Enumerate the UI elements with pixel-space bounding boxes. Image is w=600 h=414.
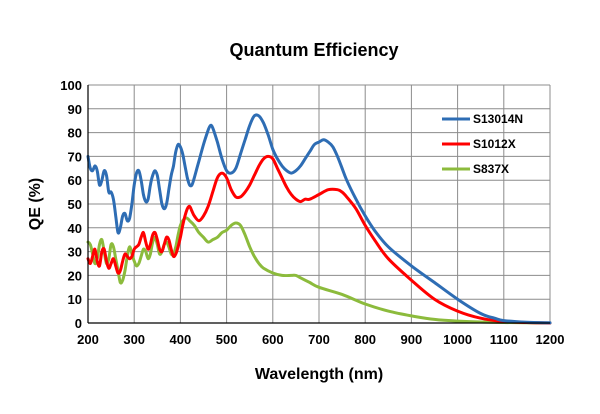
x-tick-label: 200 (77, 332, 99, 347)
x-tick-label: 1200 (536, 332, 565, 347)
series-line-s1012x (86, 154, 552, 325)
y-tick-labels: 0 10 20 30 40 50 60 70 80 90 100 (60, 78, 82, 331)
x-tick-label: 900 (401, 332, 423, 347)
y-tick-label: 10 (68, 292, 82, 307)
y-tick-label: 20 (68, 268, 82, 283)
x-tick-label: 400 (170, 332, 192, 347)
y-tick-label: 90 (68, 102, 82, 117)
x-tick-labels: 200 300 400 500 600 700 800 900 1000 1100 1200 (77, 332, 564, 347)
legend-item: S13014N (442, 112, 523, 126)
y-axis-label: QE (%) (27, 178, 44, 230)
x-tick-label: 1000 (443, 332, 472, 347)
legend-item: S1012X (442, 137, 516, 151)
legend-label: S13014N (473, 112, 523, 126)
x-tick-label: 1100 (490, 332, 518, 347)
y-tick-label: 0 (75, 316, 82, 331)
series-layer (86, 113, 552, 325)
chart-title: Quantum Efficiency (229, 40, 398, 60)
x-tick-label: 300 (123, 332, 145, 347)
y-tick-label: 80 (68, 126, 82, 141)
x-tick-label: 500 (216, 332, 238, 347)
y-tick-label: 100 (60, 78, 82, 93)
x-tick-label: 800 (354, 332, 376, 347)
x-tick-label: 700 (308, 332, 330, 347)
y-tick-label: 70 (68, 149, 82, 164)
legend: S13014N S1012X S837X (442, 112, 523, 176)
legend-label: S1012X (473, 137, 516, 151)
y-tick-label: 50 (68, 197, 82, 212)
y-tick-label: 60 (68, 173, 82, 188)
x-tick-label: 600 (262, 332, 284, 347)
y-tick-label: 30 (68, 245, 82, 260)
x-axis-label: Wavelength (nm) (255, 366, 383, 383)
legend-item: S837X (442, 162, 509, 176)
y-tick-label: 40 (68, 221, 82, 236)
series-line-s13014n (86, 113, 552, 325)
legend-label: S837X (473, 162, 509, 176)
